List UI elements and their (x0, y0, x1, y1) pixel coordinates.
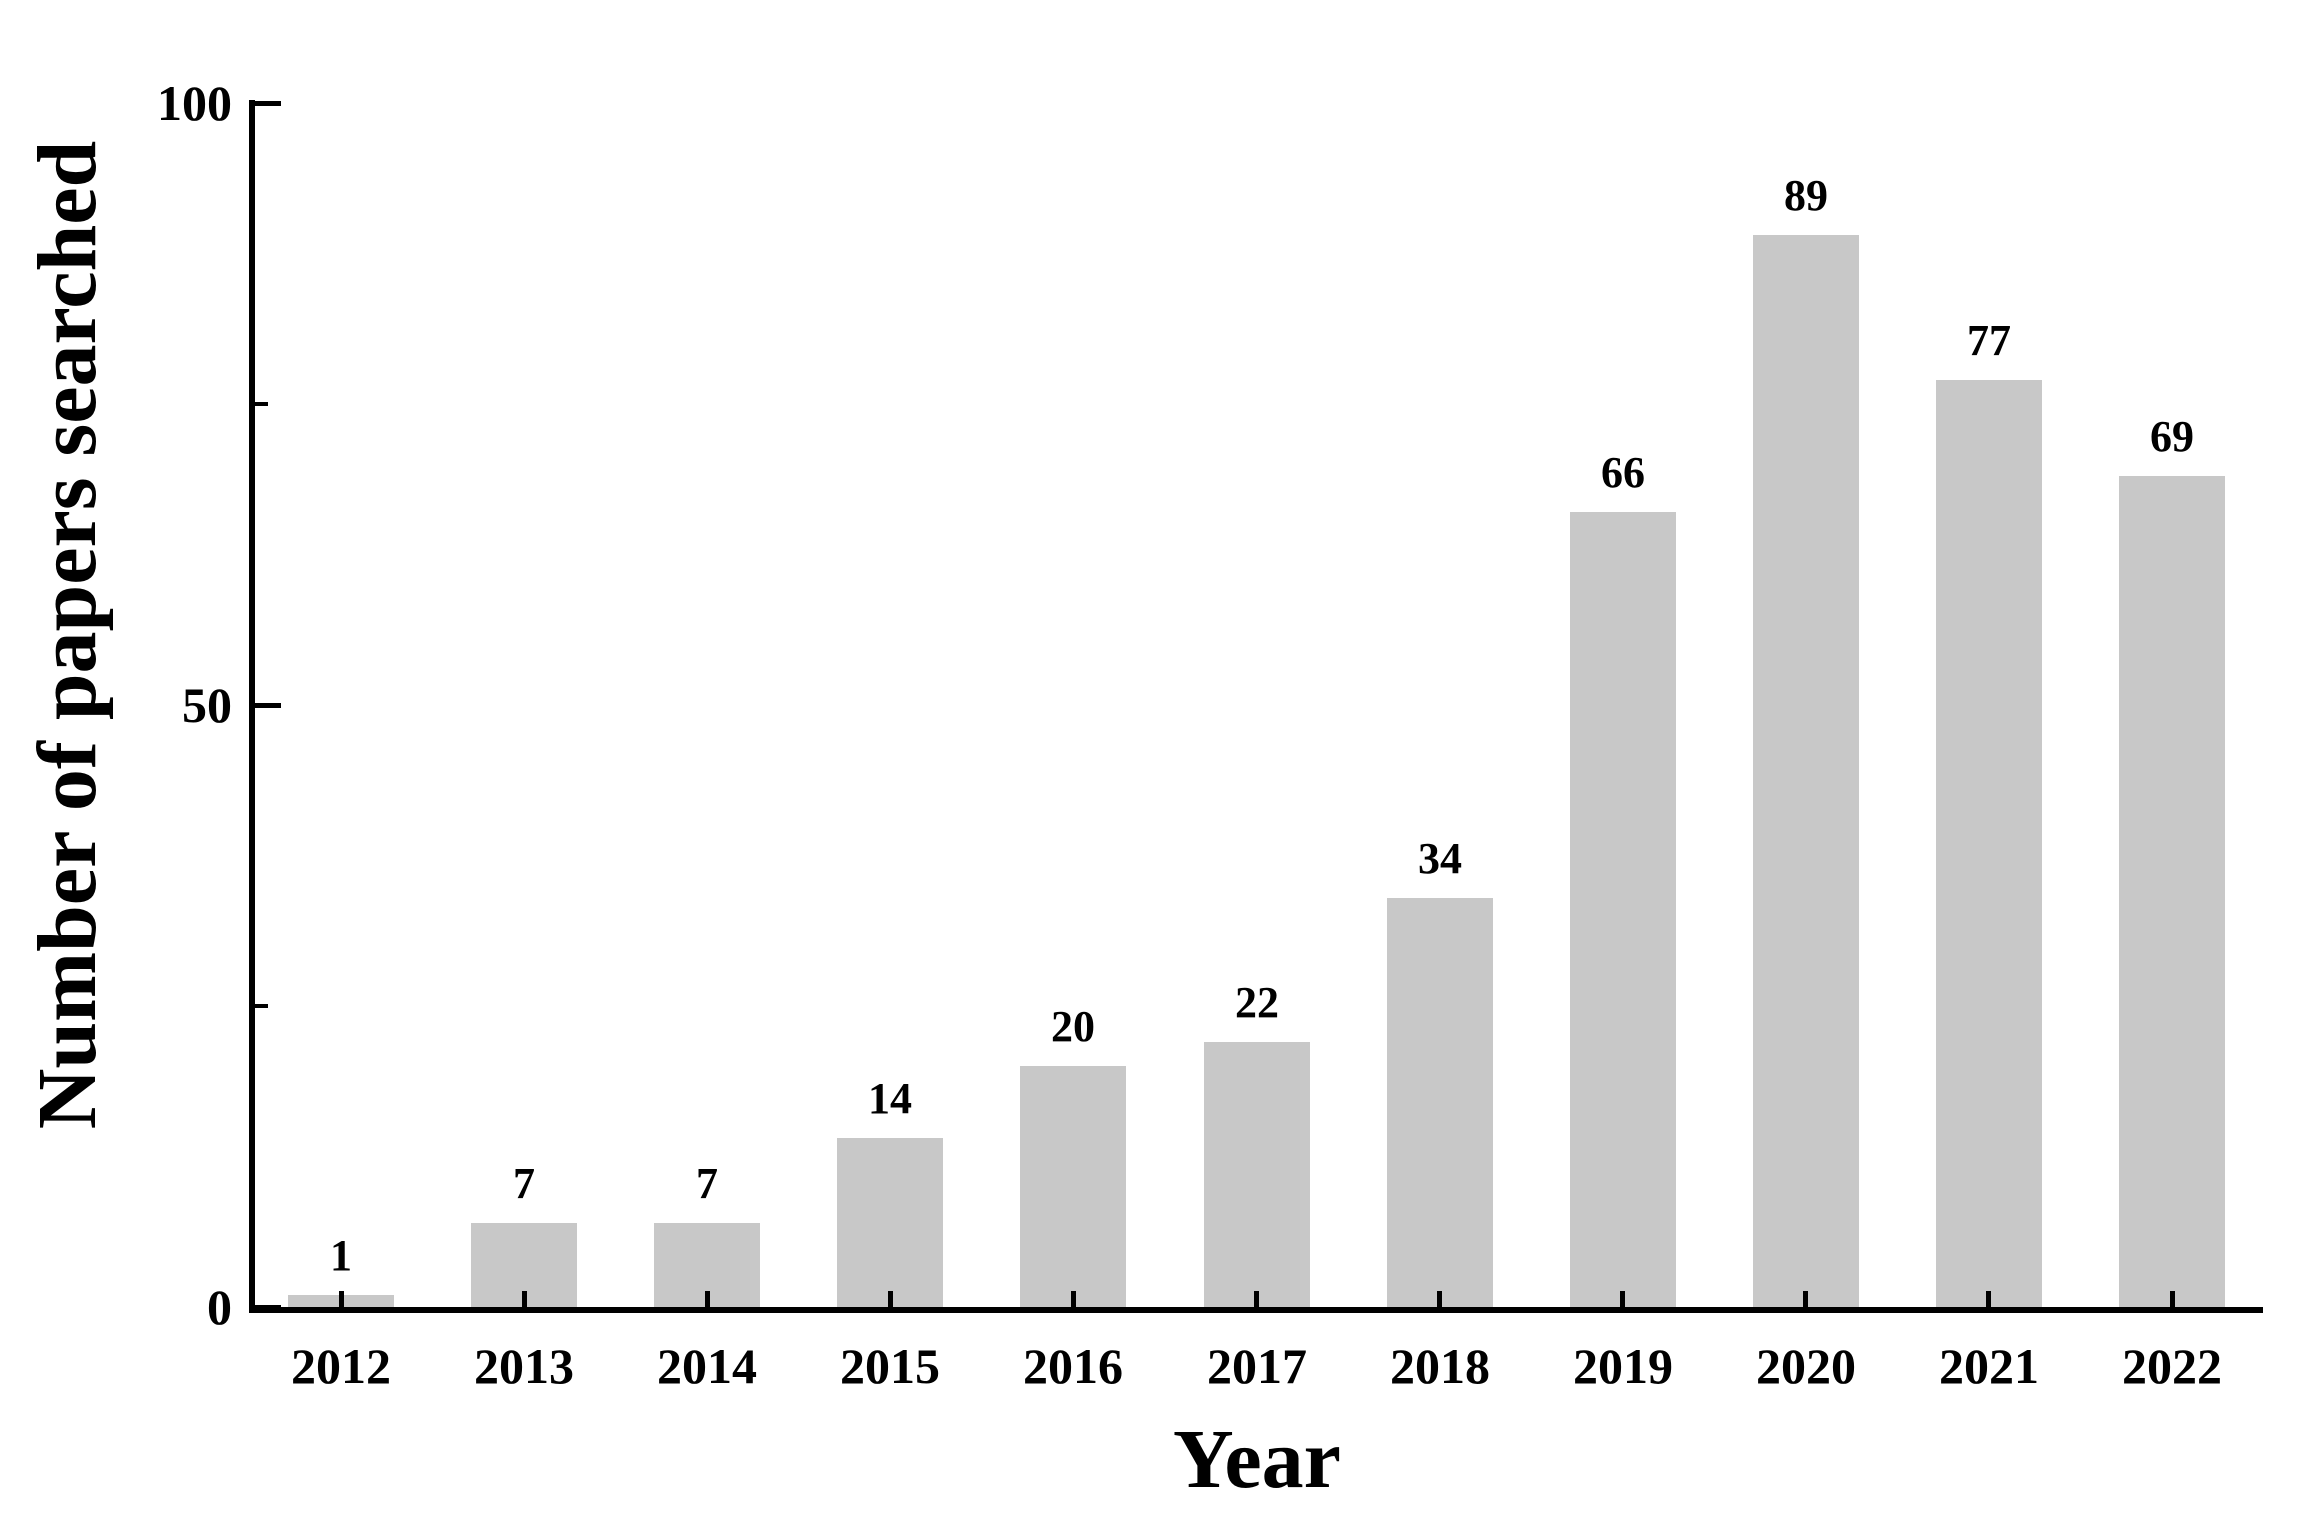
x-tick-label: 2014 (657, 1338, 757, 1394)
x-axis-tick (339, 1291, 344, 1307)
bar (1204, 1042, 1310, 1307)
y-tick-label: 50 (182, 677, 232, 733)
x-axis-tick (522, 1291, 527, 1307)
x-axis-tick (1803, 1291, 1808, 1307)
x-tick-label: 2012 (291, 1338, 391, 1394)
bar-value-label: 89 (1784, 171, 1828, 220)
x-tick-label: 2020 (1756, 1338, 1856, 1394)
x-tick-label: 2015 (840, 1338, 940, 1394)
x-tick-label: 2022 (2122, 1338, 2222, 1394)
x-axis-tick (1620, 1291, 1625, 1307)
bar (2119, 476, 2225, 1307)
x-axis-tick (888, 1291, 893, 1307)
bar-value-label: 22 (1235, 978, 1279, 1027)
bar-value-label: 77 (1967, 316, 2011, 365)
y-tick-label: 100 (157, 75, 232, 131)
x-axis-line (249, 1307, 2263, 1313)
y-axis-minor-tick (255, 402, 268, 406)
x-axis-tick (1254, 1291, 1259, 1307)
x-tick-label: 2019 (1573, 1338, 1673, 1394)
bar (837, 1138, 943, 1307)
x-axis-tick (2170, 1291, 2175, 1307)
bar (1753, 235, 1859, 1307)
bar-value-label: 20 (1051, 1002, 1095, 1051)
bar-value-label: 1 (330, 1231, 352, 1280)
bar-value-label: 69 (2150, 412, 2194, 461)
bar (1570, 512, 1676, 1307)
x-axis-title: Year (1173, 1413, 1341, 1506)
bar-value-label: 14 (868, 1074, 912, 1123)
bar (1936, 380, 2042, 1307)
x-tick-label: 2016 (1023, 1338, 1123, 1394)
y-axis-line (249, 100, 255, 1313)
x-axis-tick (1071, 1291, 1076, 1307)
x-axis-tick (705, 1291, 710, 1307)
y-axis-major-tick (255, 703, 281, 708)
x-tick-label: 2018 (1390, 1338, 1490, 1394)
bar-value-label: 7 (513, 1159, 535, 1208)
bar-value-label: 34 (1418, 834, 1462, 883)
x-axis-tick (1437, 1291, 1442, 1307)
y-axis-major-tick (255, 1305, 281, 1310)
y-tick-label: 0 (207, 1279, 232, 1335)
y-axis-minor-tick (255, 1004, 268, 1008)
x-tick-label: 2017 (1207, 1338, 1307, 1394)
bar-value-label: 7 (696, 1159, 718, 1208)
x-axis-tick (1986, 1291, 1991, 1307)
x-tick-label: 2013 (474, 1338, 574, 1394)
y-axis-major-tick (255, 101, 281, 106)
bar (1020, 1066, 1126, 1307)
x-tick-label: 2021 (1939, 1338, 2039, 1394)
bar-value-label: 66 (1601, 448, 1645, 497)
bar (1387, 898, 1493, 1307)
